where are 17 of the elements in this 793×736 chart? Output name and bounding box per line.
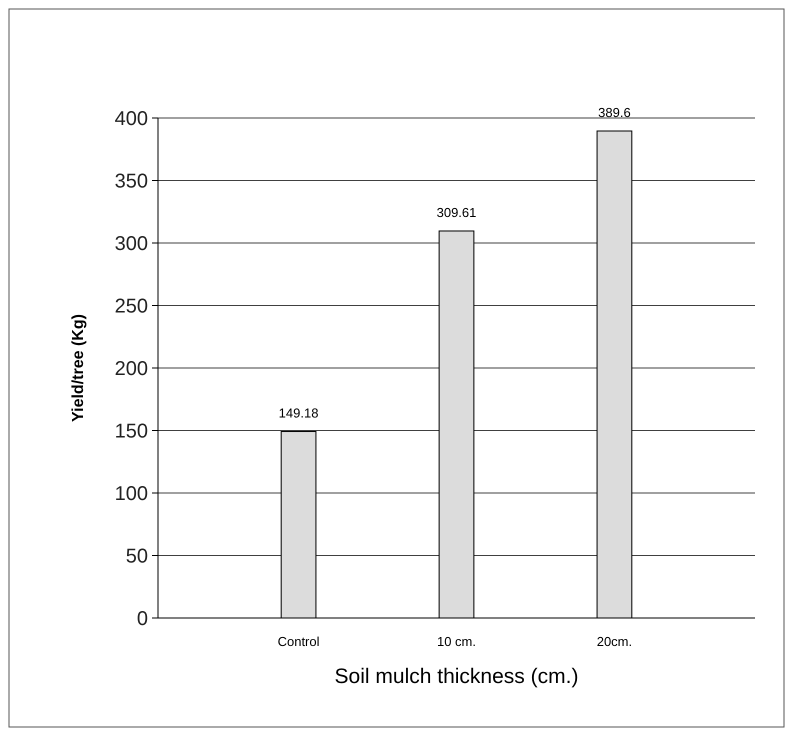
y-tick-label: 200	[114, 358, 148, 380]
y-tick-label: 50	[126, 546, 148, 568]
data-label: 149.18	[278, 406, 318, 421]
data-label: 389.6	[598, 105, 631, 120]
y-tick-label: 300	[114, 233, 148, 255]
data-label: 309.61	[436, 204, 476, 220]
y-axis-title: Yield/tree (Kg)	[70, 314, 87, 422]
x-tick-label: 10 cm.	[436, 634, 476, 649]
y-tick-label: 400	[114, 108, 148, 130]
y-tick-label: 0	[136, 608, 148, 630]
y-tick-label: 350	[114, 170, 148, 192]
y-tick-label: 100	[114, 483, 148, 505]
y-tick-label: 250	[114, 296, 148, 318]
x-tick-label: Control	[278, 634, 320, 649]
y-tick-label: 150	[114, 420, 148, 442]
x-axis-title: Soil mulch thickness (cm.)	[334, 665, 578, 688]
x-tick-label: 20cm.	[596, 634, 632, 649]
